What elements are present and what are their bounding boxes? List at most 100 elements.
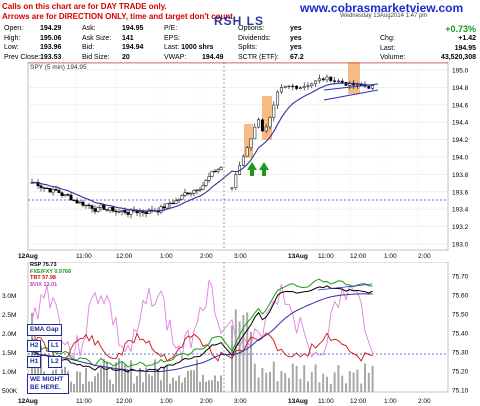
lower-legend: RSP 75.73 FXE/FXY 0.9766 TBT 57.98 $VIX …	[30, 262, 71, 288]
time-tick-label: 12:00	[350, 398, 367, 405]
volume-bar	[103, 359, 105, 392]
volume-bar	[295, 365, 298, 392]
price-tick-label: 194.2	[452, 137, 469, 144]
candle-body	[90, 205, 94, 209]
candle-body	[75, 200, 79, 204]
candle-body	[329, 76, 333, 82]
volume-value: 43,520,308	[440, 54, 476, 61]
volume-bar	[205, 381, 207, 392]
volume-bar	[148, 374, 150, 392]
volume-bar	[160, 380, 162, 392]
volume-bar	[265, 372, 268, 392]
volume-bar	[85, 367, 87, 392]
fxe-line	[31, 278, 373, 368]
volume-bar	[124, 364, 126, 392]
volume-bar	[202, 374, 204, 392]
lower-tick-label: 75.30	[452, 350, 469, 357]
legend-fxe: FXE/FXY 0.9766	[30, 268, 72, 275]
volume-bar	[272, 361, 275, 392]
lower-tick-label: 75.70	[452, 274, 469, 281]
lower-tick-label: 75.40	[452, 331, 469, 338]
candle-body	[192, 189, 196, 194]
bid-size-value: 20	[122, 53, 130, 61]
candle-body	[99, 204, 103, 208]
last-price-value: 194.95	[454, 44, 476, 52]
volume-bar	[220, 375, 222, 392]
bid-value: 194.94	[122, 44, 144, 51]
volume-bar	[190, 370, 192, 392]
time-tick-label: 11:00	[76, 398, 92, 405]
candle-body	[207, 176, 211, 181]
volume-bar	[70, 381, 72, 392]
time-tick-label: 1:00	[384, 398, 397, 405]
candle-body	[126, 212, 130, 215]
candle-body	[336, 80, 340, 83]
price-tick-label: 193.4	[452, 207, 469, 214]
legend-rsp: RSP 75.73	[30, 262, 57, 268]
candle-body	[234, 174, 238, 189]
rsp-line	[31, 285, 373, 373]
volume-bar	[109, 379, 111, 392]
candle-body	[129, 209, 133, 215]
candle-body	[283, 85, 287, 88]
quote-col-3: P/E: EPS: Last: 1000 shrs VWAP: 194.49	[164, 25, 224, 61]
volume-bar	[181, 382, 183, 392]
price-tick-label: 193.2	[452, 224, 469, 231]
volume-bar	[303, 365, 306, 392]
candle-body	[291, 85, 295, 88]
candle-body	[45, 187, 49, 190]
note-line-1: Calls on this chart are for DAY TRADE on…	[2, 2, 167, 11]
volume-bar	[299, 378, 302, 392]
volume-bar	[284, 373, 287, 392]
highlight-box-2	[262, 96, 272, 140]
candle-body	[180, 195, 184, 200]
time-tick-label: 13Aug	[288, 398, 308, 405]
volume-bar	[163, 366, 165, 392]
volume-bar	[121, 361, 123, 392]
candle-body	[123, 210, 127, 213]
high-value: 195.06	[40, 34, 62, 42]
candle-body	[120, 210, 124, 212]
candle-body	[72, 199, 76, 202]
price-plot-frame	[27, 62, 449, 251]
candle-body	[279, 87, 283, 93]
volume-bar	[82, 383, 84, 392]
time-tick-label: 2:00	[200, 398, 213, 405]
site-url-link[interactable]: www.cobrasmarketview.com	[300, 1, 464, 15]
price-chart: 195.0 194.8 194.6 194.4 194.2 194.0 193.8 193.6…	[18, 62, 469, 260]
candle-body	[245, 147, 249, 157]
volume-bar	[211, 380, 213, 392]
time-tick-label: 1:00	[160, 398, 173, 405]
candle-body	[159, 206, 163, 213]
candle-body	[174, 200, 178, 204]
time-tick-label: 3:00	[234, 398, 247, 405]
candle-body	[48, 188, 52, 193]
candle-body	[249, 138, 253, 148]
candle-body	[135, 210, 139, 214]
volume-bar	[217, 381, 219, 392]
up-arrow-icon	[247, 162, 257, 176]
volume-bar	[352, 372, 355, 392]
legend-vix: $VIX 13.01	[30, 281, 58, 288]
candle-body	[111, 207, 115, 212]
candle-body	[295, 85, 299, 89]
candle-body	[302, 86, 306, 88]
volume-bar	[307, 381, 309, 392]
prev-close-value: 193.53	[40, 53, 62, 61]
volume-bar	[333, 372, 336, 392]
candle-body	[102, 204, 106, 210]
volume-axis: 3.0M 2.5M 2.0M 1.5M 1.0M 500K	[2, 293, 18, 395]
volume-bar	[37, 349, 39, 392]
up-arrow-icon	[259, 162, 269, 176]
candle-body	[204, 180, 208, 186]
candle-body	[84, 204, 88, 207]
price-tick-label: 193.0	[452, 242, 469, 249]
volume-bar	[115, 362, 117, 392]
time-tick-label: 11:00	[76, 253, 92, 260]
candle-body	[105, 209, 109, 211]
time-axis-top: 12Aug 11:00 12:00 1:00 2:00 3:00 13Aug 11:00 12:…	[18, 253, 431, 260]
candle-body	[168, 202, 172, 205]
volume-tick-label: 2.0M	[2, 331, 16, 338]
volume-bar	[314, 364, 317, 392]
volume-bar	[196, 359, 198, 392]
